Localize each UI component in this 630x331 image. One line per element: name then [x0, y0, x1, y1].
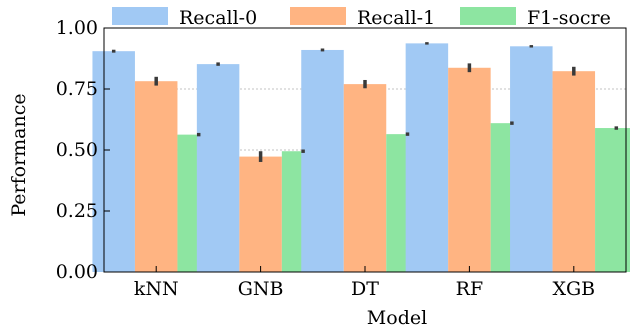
bar-recall-0-rf: [405, 43, 449, 272]
bar-recall-1-gnb: [239, 156, 282, 272]
x-ticks: kNN GNB DT RF XGB: [134, 266, 595, 300]
x-tick-label: RF: [456, 278, 484, 300]
y-tick-label: 1.00: [56, 17, 98, 39]
bar-recall-0-gnb: [196, 64, 240, 272]
bar-recall-1-knn: [134, 81, 178, 272]
y-tick-label: 0.75: [56, 78, 98, 100]
x-tick-label: DT: [351, 278, 379, 300]
x-axis-label: Model: [367, 307, 427, 329]
bar-recall-1-dt: [343, 84, 387, 273]
legend-label: F1-socre: [527, 7, 611, 29]
legend-swatch: [112, 7, 168, 25]
x-tick-label: kNN: [134, 278, 179, 300]
bars: [92, 43, 630, 273]
y-axis-label: Performance: [8, 93, 30, 216]
x-tick-label: XGB: [552, 278, 595, 300]
bar-recall-0-knn: [92, 51, 135, 273]
bar-recall-1-xgb: [552, 71, 596, 272]
error-bars: [111, 42, 619, 162]
bar-recall-1-rf: [448, 67, 491, 272]
legend-label: Recall-0: [179, 7, 257, 29]
bar-f1-socre-xgb: [595, 128, 630, 272]
y-tick-label: 0.50: [56, 139, 98, 161]
legend-label: Recall-1: [357, 7, 435, 29]
legend-swatch: [290, 7, 346, 25]
legend: Recall-0 Recall-1 F1-socre: [112, 7, 611, 29]
bar-recall-0-dt: [301, 49, 344, 273]
legend-swatch: [460, 7, 516, 25]
y-tick-label: 0.25: [56, 200, 98, 222]
y-ticks: 0.00 0.25 0.50 0.75 1.00: [56, 17, 110, 283]
x-tick-label: GNB: [238, 278, 284, 300]
y-tick-label: 0.00: [56, 261, 98, 283]
bar-recall-0-xgb: [510, 46, 553, 272]
